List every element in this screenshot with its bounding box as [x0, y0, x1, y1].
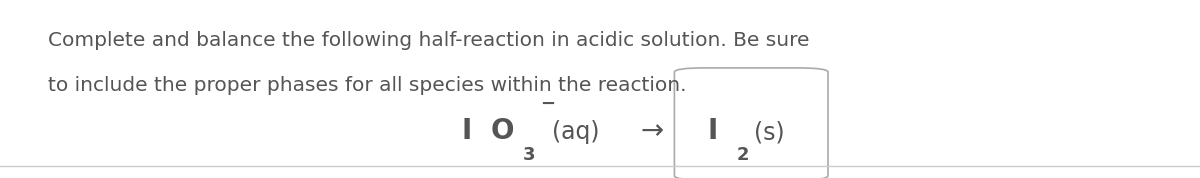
- Text: to include the proper phases for all species within the reaction.: to include the proper phases for all spe…: [48, 76, 686, 95]
- Text: (aq): (aq): [552, 120, 600, 144]
- Text: →: →: [632, 117, 673, 145]
- Text: O: O: [491, 117, 515, 145]
- Text: I: I: [462, 117, 473, 145]
- Text: Complete and balance the following half-reaction in acidic solution. Be sure: Complete and balance the following half-…: [48, 31, 810, 49]
- Text: 2: 2: [737, 146, 749, 164]
- Text: −: −: [540, 95, 556, 113]
- Text: I: I: [708, 117, 719, 145]
- Text: (s): (s): [754, 120, 785, 144]
- Text: 3: 3: [523, 146, 535, 164]
